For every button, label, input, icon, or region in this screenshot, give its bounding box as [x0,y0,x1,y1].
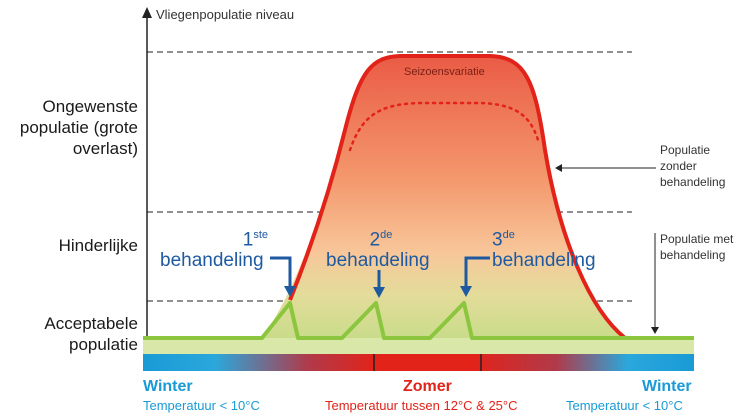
summer-temp: Temperatuur tussen 12°C & 25°C [325,398,518,413]
winter-left-label: Winter [143,378,193,395]
treatment-3-label: 3de behandeling [492,225,596,271]
curve-with-treatment [143,301,694,340]
seasonal-variation-dotted [348,101,540,152]
treatment-3-number: 3 [492,229,503,251]
treatment-1-suffix: ste [253,229,268,241]
treatment-2-suffix: de [380,229,393,241]
treatment-3-arrowhead-icon [460,286,472,297]
y-axis-label: Vliegenpopulatie niveau [156,7,295,22]
annotation-without-treatment: Populatie zonder behandeling [660,143,726,189]
summer-label: Zomer [403,378,452,395]
season-bar [143,354,694,371]
treatment-3-word: behandeling [492,250,596,272]
treatment-3-arrow [464,256,490,288]
treatment-1-arrowhead-icon [284,286,296,297]
treatment-2-number: 2 [369,229,381,251]
zone-acceptable-label: Acceptabele populatie [44,314,138,354]
curve-without-treatment [288,54,627,340]
zone-annoying-label: Hinderlijke [58,236,138,255]
seasonal-variation-label: Seizoensvariatie [404,66,485,78]
treatment-2-word: behandeling [326,250,430,272]
treatment-1-label: 1ste behandeling [160,225,268,271]
treatment-1-number: 1 [242,229,254,251]
zone-unwanted-label: Ongewenste populatie (grote overlast) [19,97,138,158]
y-axis-arrow-icon [142,7,152,18]
seasonal-area [262,56,625,338]
winter-right-label: Winter [642,378,692,395]
treatment-2-arrowhead-icon [373,287,385,298]
treatment-2-label: 2de behandeling [326,225,436,271]
treatment-3-heading: 3de [492,225,596,250]
treatment-1-arrow [270,256,292,288]
annotation-with-treatment: Populatie met behandeling [660,232,734,262]
baseline-band [143,338,694,354]
winter-right-temp: Temperatuur < 10°C [566,398,683,413]
winter-left-temp: Temperatuur < 10°C [143,398,260,413]
treatment-1-word: behandeling [160,250,264,272]
treatment-3-suffix: de [502,229,515,241]
